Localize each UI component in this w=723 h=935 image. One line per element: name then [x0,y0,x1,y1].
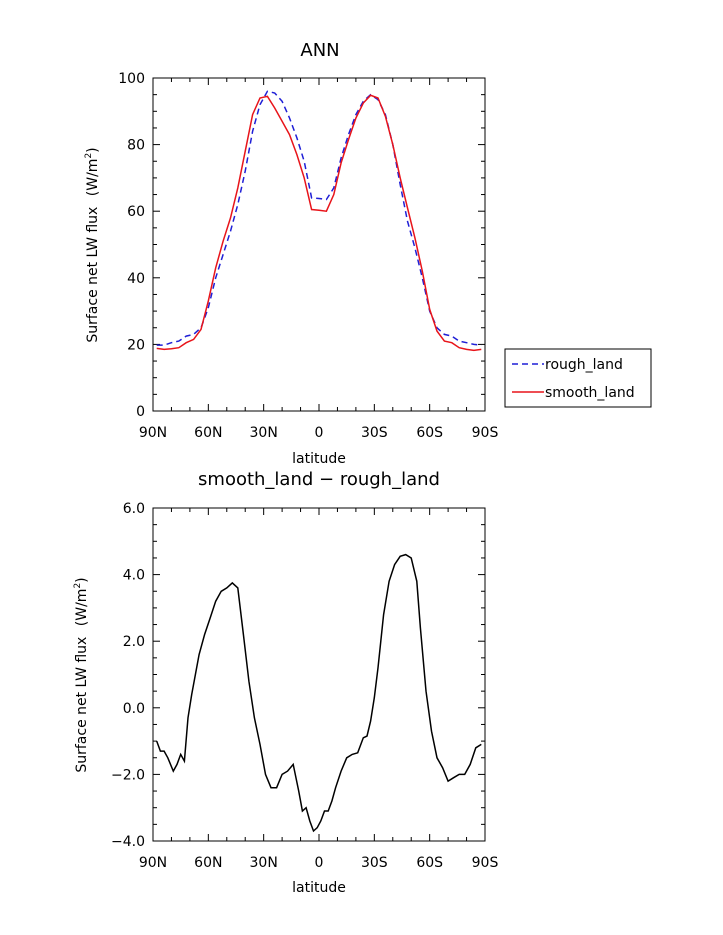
top-x-tick-label: 30S [361,425,388,441]
top-plot-frame [152,77,486,412]
top-y-axis-label: Surface net LW flux (W/m2) [84,147,101,342]
bottom-y-tick-label: 2.0 [123,634,145,650]
top-x-tick-label: 90N [139,425,167,441]
difference-line [155,553,482,833]
bottom-y-tick-label: −2.0 [111,767,145,783]
bottom-x-tick-label: 30N [250,855,278,871]
bottom-panel: smooth_land − rough_land 90N 60N 30N 0 30S 60… [73,469,498,896]
bottom-y-tick-label: −4.0 [111,834,145,850]
top-y-tick-label: 0 [136,404,145,420]
bottom-y-axis-label: Surface net LW flux (W/m2) [73,577,90,772]
bottom-plot-frame [152,507,486,842]
bottom-x-tick-label: 60N [194,855,222,871]
top-y-tick-label: 20 [127,337,145,353]
bottom-x-tick-label: 90S [472,855,499,871]
legend: rough_land smooth_land [504,348,652,408]
legend-rough-land-label: rough_land [545,357,623,373]
legend-box [504,348,652,408]
bottom-chart-title: smooth_land − rough_land [198,469,440,490]
top-x-tick-label: 60N [194,425,222,441]
bottom-x-tick-label: 30S [361,855,388,871]
bottom-axis-ticks: 90N 60N 30N 0 30S 60S 90S −4.0 −2.0 0.0 2.0 4.0 6.0 [111,501,498,871]
top-y-tick-label: 100 [118,71,145,87]
smooth-land-line [156,94,482,352]
top-y-tick-label: 40 [127,271,145,287]
bottom-series-lines [155,553,482,833]
top-x-tick-label: 0 [315,425,324,441]
bottom-y-tick-label: 0.0 [123,701,145,717]
bottom-x-tick-label: 90N [139,855,167,871]
bottom-x-axis-label: latitude [292,880,346,896]
top-panel: ANN 90N 60N 30N 0 30S 60S 90S 0 20 40 60 80 100 lati… [84,40,652,467]
bottom-y-tick-label: 6.0 [123,501,145,517]
top-y-tick-label: 60 [127,204,145,220]
top-x-tick-label: 60S [416,425,443,441]
top-x-tick-label: 90S [472,425,499,441]
top-y-tick-label: 80 [127,138,145,154]
rough-land-line [156,90,482,346]
bottom-y-tick-label: 4.0 [123,568,145,584]
top-series-lines [156,90,482,352]
top-x-tick-label: 30N [250,425,278,441]
top-axis-ticks: 90N 60N 30N 0 30S 60S 90S 0 20 40 60 80 100 [118,71,498,441]
top-chart-title: ANN [300,40,339,61]
top-x-axis-label: latitude [292,451,346,467]
bottom-x-tick-label: 0 [315,855,324,871]
legend-smooth-land-label: smooth_land [545,385,635,401]
bottom-x-tick-label: 60S [416,855,443,871]
